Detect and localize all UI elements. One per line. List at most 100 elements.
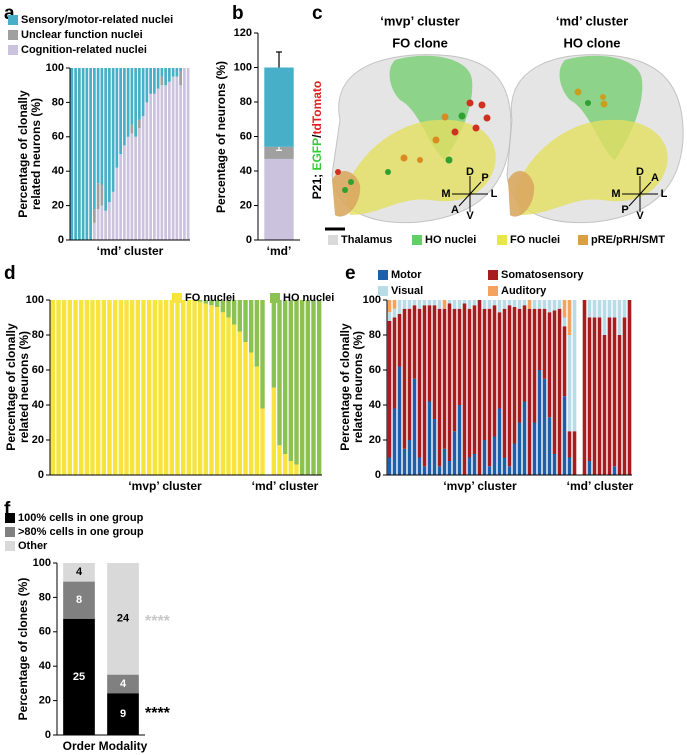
bar-segment [248, 352, 254, 475]
compass-label: D [466, 166, 474, 178]
bar-segment [592, 300, 597, 318]
bar-segment [432, 419, 437, 475]
bar-segment [507, 305, 512, 467]
y-tick-label: 60 [240, 130, 252, 142]
bar-segment [138, 128, 141, 240]
bar-segment [70, 68, 74, 240]
bar-segment [141, 300, 146, 475]
bar-segment [209, 305, 214, 475]
bar-segment [56, 300, 61, 475]
bar-segment [442, 308, 447, 449]
bar-segment [537, 308, 542, 370]
bar-segment [149, 68, 152, 94]
legend-swatch [497, 235, 507, 245]
bar-segment [562, 326, 567, 397]
bar-segment [179, 68, 182, 72]
bar-segment [537, 370, 542, 475]
legend-swatch [578, 235, 588, 245]
legend-swatch [5, 513, 15, 523]
bar-segment [248, 300, 254, 353]
y-tick-label: 60 [32, 364, 44, 376]
x-tick-label: Order [63, 739, 96, 753]
bar-segment [101, 300, 107, 475]
x-group-label: ‘md’ cluster [97, 244, 164, 258]
bar-segment [299, 300, 305, 475]
bar-segment [542, 300, 547, 309]
bar-segment [175, 76, 179, 240]
bar-segment [168, 68, 171, 82]
compass-label: A [651, 172, 659, 184]
brain-left [331, 54, 512, 224]
bar-segment [294, 464, 299, 475]
bar-segment [447, 303, 452, 461]
bar-segment [203, 303, 209, 475]
bar-segment [197, 300, 203, 302]
bar-segment [417, 457, 422, 475]
image-title: FO clone [392, 35, 448, 50]
bar-segment [126, 136, 130, 240]
y-tick-label: 20 [240, 199, 252, 211]
y-axis-label: related neurons (%) [29, 98, 43, 210]
y-tick-label: 100 [46, 62, 64, 74]
bar-segment [168, 81, 171, 240]
bar-segment [532, 422, 537, 475]
bar-segment [152, 300, 158, 475]
bar-segment [522, 300, 527, 306]
bar-segment [482, 308, 487, 440]
bar-segment [442, 300, 447, 309]
bar-segment [517, 422, 522, 475]
bar-segment [477, 300, 482, 475]
bar-segment [288, 300, 294, 461]
bar-segment [397, 314, 402, 367]
bar-segment [392, 300, 397, 309]
bar-segment [557, 308, 562, 475]
y-tick-label: 20 [369, 434, 381, 446]
y-tick-label: 80 [369, 329, 381, 341]
legend-label: Other [18, 540, 48, 552]
bar-segment [387, 457, 392, 475]
bar-segment [179, 85, 182, 240]
legend-swatch [8, 45, 18, 55]
bar-segment [104, 210, 107, 240]
bar-segment [192, 300, 197, 475]
compass-label: P [481, 172, 488, 184]
bar-segment [492, 436, 497, 475]
legend-label: FO nuclei [185, 292, 235, 304]
bar-segment [397, 366, 402, 475]
y-axis-label: Percentage of neurons (%) [214, 61, 228, 213]
y-tick-label: 60 [369, 364, 381, 376]
bar-segment [492, 300, 497, 306]
bar-segment [402, 300, 407, 309]
bar-segment [557, 300, 562, 309]
bar-segment [260, 408, 265, 475]
y-tick-label: 20 [32, 434, 44, 446]
bar-segment [432, 305, 437, 419]
legend-swatch [378, 286, 388, 296]
bar-segment [119, 154, 122, 240]
bar-segment [153, 68, 156, 94]
x-tick-label: ‘md’ [267, 244, 292, 258]
bar-segment [592, 317, 597, 475]
bar-segment [457, 308, 462, 405]
bar-segment [160, 68, 164, 77]
bar-segment [254, 300, 260, 367]
bar-segment [447, 300, 452, 304]
y-tick-label: 80 [32, 329, 44, 341]
bar-segment [134, 136, 137, 240]
compass-lines [452, 176, 658, 212]
bar-segment [220, 300, 226, 313]
bar-segment [169, 300, 175, 475]
count-label: 9 [120, 708, 126, 720]
bar-segment [407, 440, 412, 475]
bar-segment [552, 300, 557, 311]
bar-segment [130, 68, 134, 125]
bar-segment [402, 308, 407, 449]
bar-segment [123, 68, 126, 146]
bar-segment [282, 300, 288, 454]
y-tick-label: 100 [33, 557, 51, 569]
bar-segment [497, 300, 502, 313]
legend-label: HO nuclei [283, 292, 334, 304]
bar-segment [562, 396, 567, 475]
legend-label: Unclear function nuclei [21, 29, 143, 41]
bar-segment [164, 85, 167, 240]
